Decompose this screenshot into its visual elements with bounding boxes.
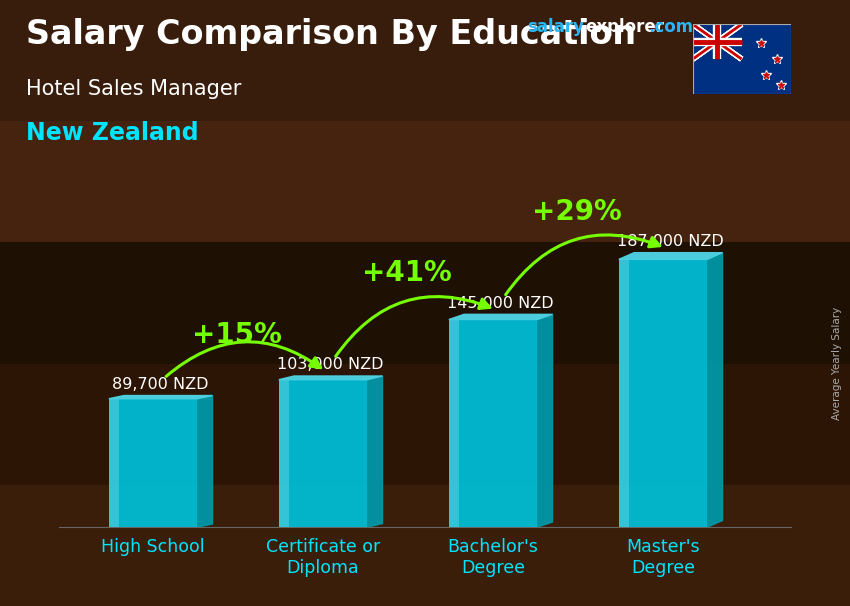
Polygon shape [707, 253, 722, 527]
Bar [279, 380, 367, 527]
Bar [449, 319, 459, 527]
Polygon shape [279, 376, 382, 380]
Text: 89,700 NZD: 89,700 NZD [112, 377, 209, 391]
Text: Hotel Sales Manager: Hotel Sales Manager [26, 79, 241, 99]
Text: salary: salary [527, 18, 584, 36]
Text: New Zealand: New Zealand [26, 121, 198, 145]
Text: .com: .com [649, 18, 694, 36]
Polygon shape [109, 396, 212, 399]
Bar [619, 259, 707, 527]
Polygon shape [197, 396, 212, 527]
Polygon shape [449, 315, 552, 319]
Bar [279, 380, 289, 527]
Text: +29%: +29% [532, 198, 622, 225]
Bar [619, 259, 629, 527]
Bar [449, 319, 537, 527]
Text: 145,000 NZD: 145,000 NZD [447, 296, 554, 310]
Text: 187,000 NZD: 187,000 NZD [617, 234, 724, 249]
Bar [109, 399, 197, 527]
Polygon shape [619, 253, 722, 259]
Polygon shape [367, 376, 382, 527]
Text: explorer: explorer [585, 18, 664, 36]
Text: 103,000 NZD: 103,000 NZD [277, 357, 384, 372]
Text: Salary Comparison By Education: Salary Comparison By Education [26, 18, 636, 51]
Text: Average Yearly Salary: Average Yearly Salary [832, 307, 842, 420]
Polygon shape [537, 315, 553, 527]
Text: +15%: +15% [192, 321, 282, 349]
Text: +41%: +41% [362, 259, 452, 287]
Bar [109, 399, 119, 527]
